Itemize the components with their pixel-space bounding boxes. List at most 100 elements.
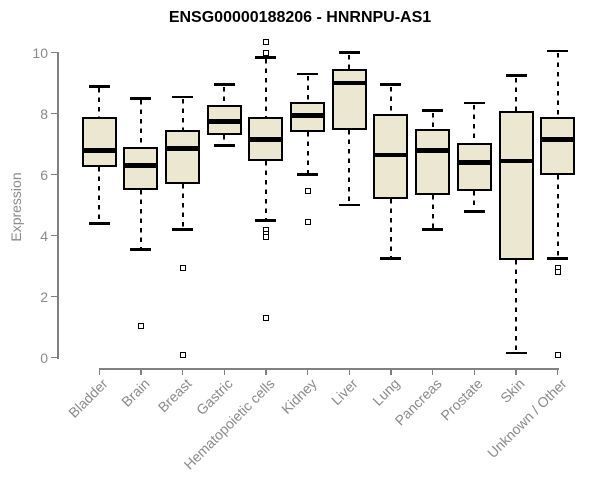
y-axis-tick-label: 6 xyxy=(40,166,48,183)
x-axis-tick xyxy=(473,368,476,375)
box-liver xyxy=(331,69,367,131)
outlier-unknown-other xyxy=(554,269,561,276)
outlier-hematopoietic-cells xyxy=(262,234,269,241)
whisker-upper-prostate xyxy=(473,105,476,143)
x-axis-tick xyxy=(306,368,309,375)
whisker-cap-lower-liver xyxy=(338,203,360,207)
x-axis-tick xyxy=(431,368,434,375)
whisker-cap-upper-brain xyxy=(130,97,152,100)
median-kidney xyxy=(290,112,326,118)
whisker-cap-upper-pancreas xyxy=(422,109,444,112)
box-unknown-other xyxy=(540,116,576,175)
median-breast xyxy=(165,146,201,152)
whisker-lower-bladder xyxy=(98,167,101,223)
x-axis-line xyxy=(99,368,559,370)
whisker-lower-breast xyxy=(181,183,184,229)
whisker-lower-lung xyxy=(389,199,392,258)
whisker-upper-liver xyxy=(348,54,351,70)
y-axis-tick-label: 2 xyxy=(40,288,48,305)
box-brain xyxy=(123,147,159,190)
whisker-lower-kidney xyxy=(306,132,309,174)
whisker-cap-upper-liver xyxy=(338,51,360,54)
whisker-cap-upper-gastric xyxy=(213,83,235,87)
whisker-cap-lower-brain xyxy=(130,248,152,251)
whisker-cap-upper-hematopoietic-cells xyxy=(255,55,277,59)
median-unknown-other xyxy=(540,137,576,142)
whisker-cap-lower-prostate xyxy=(463,210,485,213)
y-axis-line xyxy=(57,52,59,359)
whisker-cap-lower-unknown-other xyxy=(547,257,569,260)
median-bladder xyxy=(81,148,117,153)
outlier-breast xyxy=(179,264,186,271)
whisker-cap-lower-skin xyxy=(505,351,527,355)
whisker-cap-lower-hematopoietic-cells xyxy=(255,219,277,222)
whisker-upper-brain xyxy=(139,100,142,148)
x-axis-tick xyxy=(265,368,267,375)
whisker-cap-upper-unknown-other xyxy=(547,49,569,53)
x-axis-tick xyxy=(223,368,226,375)
median-lung xyxy=(373,152,409,158)
whisker-cap-upper-breast xyxy=(172,95,194,99)
median-brain xyxy=(123,163,159,168)
whisker-lower-gastric xyxy=(223,135,226,145)
outlier-hematopoietic-cells xyxy=(262,39,269,46)
outlier-brain xyxy=(137,322,144,329)
median-skin xyxy=(498,158,534,164)
whisker-cap-upper-skin xyxy=(505,74,527,77)
chart-title: ENSG00000188206 - HNRNPU-AS1 xyxy=(168,9,432,26)
median-pancreas xyxy=(415,148,451,153)
median-liver xyxy=(331,80,367,86)
y-axis-tick-label: 8 xyxy=(40,105,48,122)
whisker-lower-hematopoietic-cells xyxy=(264,160,267,220)
whisker-cap-lower-gastric xyxy=(213,144,235,148)
x-axis-tick xyxy=(515,368,517,375)
y-axis-tick xyxy=(50,295,57,298)
outlier-breast xyxy=(179,351,186,358)
x-axis-tick xyxy=(140,368,142,375)
whisker-cap-lower-breast xyxy=(172,228,194,231)
whisker-cap-lower-lung xyxy=(380,257,402,260)
y-axis-tick xyxy=(50,234,57,237)
whisker-cap-upper-prostate xyxy=(463,101,485,105)
whisker-lower-brain xyxy=(139,189,142,249)
y-axis-tick-label: 0 xyxy=(40,349,48,366)
whisker-upper-pancreas xyxy=(431,112,434,129)
whisker-upper-unknown-other xyxy=(556,53,559,117)
y-axis-tick xyxy=(50,112,57,115)
whisker-cap-upper-bladder xyxy=(88,84,110,88)
y-axis-tick xyxy=(50,51,57,54)
x-axis-tick xyxy=(390,368,392,375)
box-breast xyxy=(165,130,201,184)
y-axis-label: Expression xyxy=(8,172,24,242)
y-axis-tick-label: 4 xyxy=(40,227,48,244)
outlier-unknown-other xyxy=(554,351,561,358)
whisker-upper-bladder xyxy=(98,88,101,117)
whisker-lower-liver xyxy=(348,130,351,205)
whisker-cap-lower-pancreas xyxy=(422,228,444,231)
outlier-kidney xyxy=(304,188,311,195)
box-bladder xyxy=(81,116,117,168)
box-pancreas xyxy=(415,128,451,195)
outlier-hematopoietic-cells xyxy=(262,315,269,322)
whisker-upper-kidney xyxy=(306,76,309,102)
x-axis-tick xyxy=(98,368,101,375)
x-axis-tick xyxy=(556,368,559,375)
median-gastric xyxy=(206,119,242,124)
whisker-upper-gastric xyxy=(223,86,226,105)
whisker-upper-skin xyxy=(515,77,517,111)
whisker-upper-hematopoietic-cells xyxy=(264,59,267,117)
whisker-cap-lower-bladder xyxy=(88,222,110,225)
whisker-cap-lower-kidney xyxy=(297,173,319,176)
whisker-upper-breast xyxy=(181,98,184,131)
outlier-kidney xyxy=(304,218,311,225)
median-hematopoietic-cells xyxy=(248,137,284,142)
whisker-cap-upper-lung xyxy=(380,83,402,87)
whisker-lower-pancreas xyxy=(431,194,434,229)
whisker-cap-upper-kidney xyxy=(297,72,319,76)
x-axis-tick xyxy=(348,368,351,375)
y-axis-tick-label: 10 xyxy=(32,44,48,61)
whisker-upper-lung xyxy=(389,86,392,114)
whisker-lower-prostate xyxy=(473,191,476,211)
whisker-lower-skin xyxy=(515,260,517,353)
